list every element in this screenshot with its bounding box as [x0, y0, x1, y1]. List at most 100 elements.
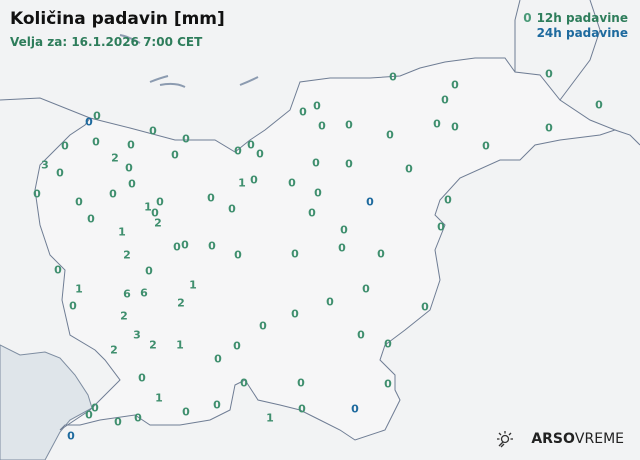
- station-value-12h: 0: [312, 156, 320, 170]
- station-value-12h: 0: [377, 247, 385, 261]
- station-value-12h: 0: [308, 206, 316, 220]
- station-value-12h: 1: [155, 391, 163, 405]
- station-value-12h: 0: [250, 173, 258, 187]
- station-value-24h: 0: [351, 402, 359, 416]
- station-value-12h: 6: [123, 287, 131, 301]
- station-value-12h: 0: [444, 193, 452, 207]
- station-value-12h: 1: [75, 282, 83, 296]
- station-value-12h: 0: [181, 238, 189, 252]
- station-value-12h: 0: [182, 405, 190, 419]
- legend-24h-label: 24h padavine: [536, 26, 628, 40]
- station-value-12h: 2: [149, 338, 157, 352]
- station-value-12h: 1: [176, 338, 184, 352]
- station-value-12h: 0: [127, 138, 135, 152]
- station-value-12h: 0: [357, 328, 365, 342]
- station-value-12h: 0: [138, 371, 146, 385]
- adriatic-sea: [0, 344, 93, 460]
- station-value-12h: 0: [389, 70, 397, 84]
- legend-12h-label: 12h padavine: [536, 11, 628, 25]
- station-value-12h: 0: [114, 415, 122, 429]
- country-border-north: [0, 97, 91, 119]
- arso-logo[interactable]: ARSOVREME: [495, 430, 624, 448]
- station-value-12h: 1: [118, 225, 126, 239]
- station-value-12h: 1: [266, 411, 274, 425]
- station-value-12h: 3: [133, 328, 141, 342]
- station-value-12h: 0: [56, 166, 64, 180]
- station-value-12h: 2: [154, 216, 162, 230]
- station-value-12h: 0: [421, 300, 429, 314]
- station-value-12h: 0: [291, 307, 299, 321]
- station-value-12h: 2: [177, 296, 185, 310]
- station-value-24h: 0: [67, 429, 75, 443]
- station-value-12h: 0: [213, 398, 221, 412]
- station-value-12h: 0: [545, 121, 553, 135]
- station-value-12h: 0: [149, 124, 157, 138]
- station-value-12h: 0: [338, 241, 346, 255]
- station-value-12h: 0: [228, 202, 236, 216]
- map-title: Količina padavin [mm]: [10, 9, 225, 29]
- station-value-12h: 1: [144, 200, 152, 214]
- station-value-12h: 0: [340, 223, 348, 237]
- station-value-24h: 0: [85, 115, 93, 129]
- station-value-12h: 0: [125, 161, 133, 175]
- station-value-12h: 0: [145, 264, 153, 278]
- station-value-12h: 0: [313, 99, 321, 113]
- station-value-12h: 0: [75, 195, 83, 209]
- legend-sample-value: 0: [523, 11, 532, 25]
- lake: [119, 34, 259, 88]
- station-value-12h: 0: [240, 376, 248, 390]
- station-value-12h: 0: [85, 408, 93, 422]
- station-value-12h: 0: [345, 157, 353, 171]
- station-value-12h: 0: [256, 147, 264, 161]
- brand-bold: ARSO: [531, 431, 575, 447]
- station-value-12h: 2: [123, 248, 131, 262]
- station-value-12h: 0: [482, 139, 490, 153]
- station-value-12h: 0: [545, 67, 553, 81]
- valid-time: Velja za: 16.1.2026 7:00 CET: [10, 35, 203, 49]
- legend: 0 12h padavine 24h padavine: [523, 11, 628, 41]
- station-value-12h: 0: [134, 411, 142, 425]
- station-value-12h: 0: [291, 247, 299, 261]
- station-value-12h: 0: [451, 78, 459, 92]
- station-value-24h: 0: [366, 195, 374, 209]
- station-value-12h: 0: [297, 376, 305, 390]
- station-value-12h: 0: [234, 144, 242, 158]
- station-value-12h: 0: [314, 186, 322, 200]
- station-value-12h: 0: [54, 263, 62, 277]
- station-value-12h: 0: [182, 132, 190, 146]
- station-value-12h: 0: [156, 195, 164, 209]
- station-value-12h: 0: [437, 220, 445, 234]
- station-value-12h: 2: [120, 309, 128, 323]
- brand-light: VREME: [574, 431, 624, 447]
- station-value-12h: 0: [247, 138, 255, 152]
- station-value-12h: 3: [41, 158, 49, 172]
- station-value-12h: 0: [92, 135, 100, 149]
- country-border-cro: [614, 129, 640, 146]
- station-value-12h: 0: [433, 117, 441, 131]
- station-value-12h: 1: [189, 278, 197, 292]
- station-value-12h: 0: [384, 377, 392, 391]
- station-value-12h: 0: [326, 295, 334, 309]
- station-value-12h: 6: [140, 286, 148, 300]
- station-value-12h: 0: [33, 187, 41, 201]
- legend-12h: 0 12h padavine: [523, 11, 628, 26]
- station-value-12h: 0: [288, 176, 296, 190]
- station-value-12h: 0: [69, 299, 77, 313]
- station-value-12h: 0: [298, 402, 306, 416]
- station-value-12h: 0: [93, 109, 101, 123]
- sun-cloud-icon: [497, 431, 514, 448]
- station-value-12h: 0: [595, 98, 603, 112]
- station-value-12h: 0: [171, 148, 179, 162]
- station-value-12h: 0: [128, 177, 136, 191]
- station-value-12h: 0: [207, 191, 215, 205]
- country-border-hu: [559, 0, 601, 101]
- station-value-12h: 0: [208, 239, 216, 253]
- station-value-12h: 0: [61, 139, 69, 153]
- station-value-12h: 0: [386, 128, 394, 142]
- station-value-12h: 0: [173, 240, 181, 254]
- station-value-12h: 0: [318, 119, 326, 133]
- station-value-12h: 0: [259, 319, 267, 333]
- station-value-12h: 0: [151, 206, 159, 220]
